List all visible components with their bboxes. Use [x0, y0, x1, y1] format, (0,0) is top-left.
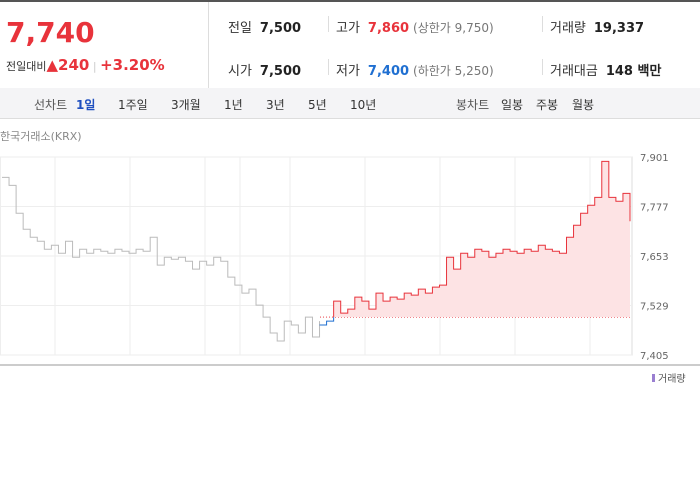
stat-value: 7,500 [259, 64, 302, 79]
stat: 시가 7,500 [228, 60, 301, 79]
divider [208, 2, 209, 90]
divider [328, 16, 329, 32]
change-pct: +3.20% [100, 56, 165, 74]
stat-label: 거래량 [550, 21, 586, 36]
period-tab[interactable]: 10년 [350, 98, 377, 112]
change: 전일대비▲240 | +3.20% [6, 56, 165, 74]
tab-bar: 선차트 1일 1주일 3개월 1년 3년 5년 10년 봉차트 일봉 주봉 월봉 [0, 88, 700, 119]
y-tick-label: 7,901 [640, 153, 669, 164]
stat-value: 7,860 [367, 21, 410, 36]
y-tick-label: 7,777 [640, 203, 669, 214]
stat-label: 거래대금 [550, 64, 598, 79]
stat: 고가 7,860 (상한가 9,750) [336, 17, 494, 36]
divider [542, 59, 543, 75]
period-tab[interactable]: 1일 [76, 98, 96, 112]
divider [328, 59, 329, 75]
stat-value: 7,500 [259, 21, 302, 36]
y-tick-label: 7,405 [640, 351, 669, 362]
candle-tab[interactable]: 월봉 [572, 98, 595, 112]
price-line-up [333, 160, 631, 318]
period-tab[interactable]: 3개월 [171, 98, 201, 112]
change-value: 240 [58, 56, 90, 74]
period-tab[interactable]: 5년 [308, 98, 327, 112]
stat-value: 19,337 [593, 21, 645, 36]
stat-label: 저가 [336, 64, 360, 79]
stat-value: 148 백만 [605, 64, 662, 79]
stat-note: (상한가 9,750) [413, 21, 494, 35]
price: 7,740 [6, 16, 95, 49]
candle-tab[interactable]: 주봉 [536, 98, 559, 112]
tab-group-label: 선차트 [34, 98, 68, 112]
area [333, 161, 630, 318]
stat-note: (하한가 5,250) [413, 64, 494, 78]
stat-label: 시가 [228, 64, 252, 79]
source: 한국거래소(KRX) [0, 130, 82, 143]
y-tick-label: 7,653 [640, 252, 669, 263]
period-tab[interactable]: 3년 [266, 98, 285, 112]
stat: 거래대금 148 백만 [550, 60, 661, 79]
stat: 저가 7,400 (하한가 5,250) [336, 60, 494, 79]
stat-label: 고가 [336, 21, 360, 36]
candle-tab[interactable]: 일봉 [501, 98, 524, 112]
legend: 거래량 [658, 373, 686, 385]
stat-label: 전일 [228, 21, 252, 36]
stat-value: 7,400 [367, 64, 410, 79]
stat: 전일 7,500 [228, 17, 301, 36]
change-label: 전일대비 [6, 60, 47, 73]
period-tab[interactable]: 1년 [224, 98, 243, 112]
legend-swatch [652, 374, 655, 382]
divider [542, 16, 543, 32]
stat: 거래량 19,337 [550, 17, 644, 36]
tab-group-label: 봉차트 [456, 98, 490, 112]
quote-header: 7,740 전일대비▲240 | +3.20% 전일 7,500 고가 7,860 (상… [0, 0, 700, 91]
y-tick-label: 7,529 [640, 302, 669, 313]
prev-line [2, 176, 321, 342]
period-tab[interactable]: 1주일 [118, 98, 148, 112]
